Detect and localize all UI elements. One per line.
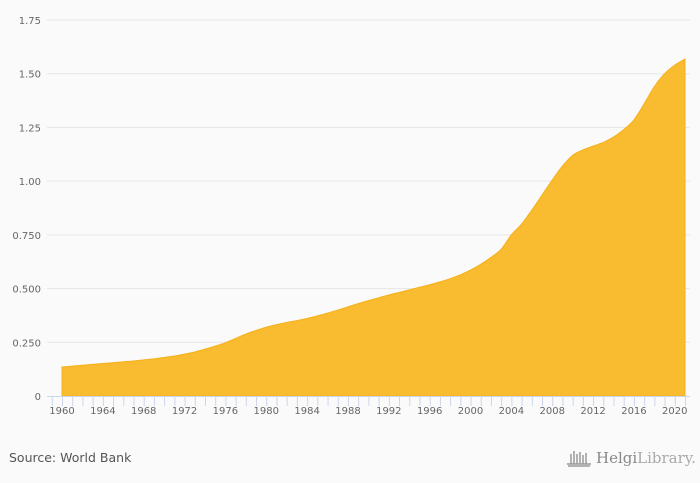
y-tick-label: 0	[35, 392, 41, 403]
x-tick-label: 2000	[458, 406, 483, 417]
y-tick-label: 1.50	[19, 70, 41, 81]
x-tick-label: 1964	[90, 406, 115, 417]
x-tick-label: 1996	[417, 406, 442, 417]
y-tick-label: 1.25	[19, 123, 41, 134]
x-tick-label: 1976	[213, 406, 238, 417]
logo-text-bold: Helgi	[596, 449, 638, 467]
x-tick-label: 1968	[131, 406, 156, 417]
y-tick-label: 1.75	[19, 16, 41, 27]
x-tick-label: 2020	[662, 406, 687, 417]
y-tick-label: 0.500	[12, 285, 41, 296]
x-tick-label: 2004	[499, 406, 524, 417]
area-chart: 0 0.250 0.500 0.750 1.00 1.25 1.50 1.75 1960 1964…	[12, 16, 690, 417]
x-tick-label: 1960	[49, 406, 74, 417]
source-label: Source: World Bank	[9, 450, 132, 465]
helgi-library-logo[interactable]: Helgi Library.	[566, 448, 696, 468]
x-tick-label: 1992	[376, 406, 401, 417]
x-tick-label: 1972	[172, 406, 197, 417]
y-tick-label: 0.250	[12, 338, 41, 349]
y-tick-label: 0.750	[12, 231, 41, 242]
x-tick-label: 1980	[254, 406, 279, 417]
y-tick-label: 1.00	[19, 177, 41, 188]
logo-text-light: Library.	[637, 449, 697, 467]
x-tick-label: 2008	[540, 406, 565, 417]
library-logo-icon	[567, 451, 591, 467]
x-tick-label: 1984	[294, 406, 319, 417]
x-tick-label: 2016	[621, 406, 646, 417]
x-tick-label: 2012	[580, 406, 605, 417]
x-tick-label: 1988	[335, 406, 360, 417]
series-area	[61, 58, 686, 397]
